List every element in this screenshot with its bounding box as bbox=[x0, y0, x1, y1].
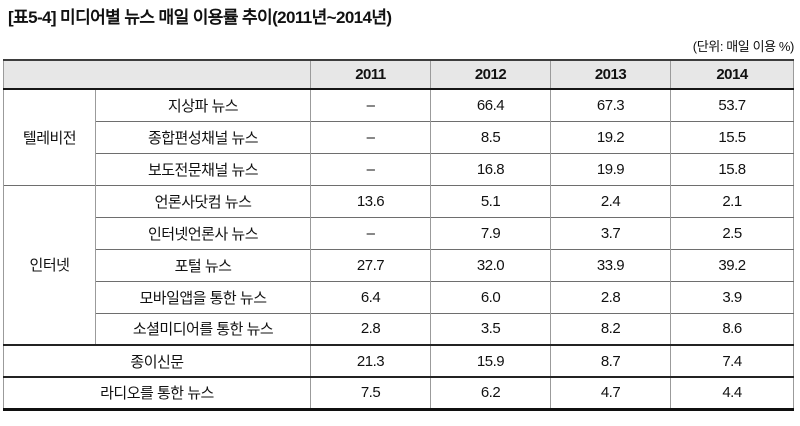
value-cell: 16.8 bbox=[430, 152, 551, 185]
value-cell: 6.2 bbox=[430, 376, 551, 409]
value-cell: 4.7 bbox=[550, 376, 671, 409]
header-row: 2011 2012 2013 2014 bbox=[3, 59, 794, 90]
row-label-cell: 종이신문 bbox=[3, 344, 311, 377]
value-cell: 6.0 bbox=[430, 280, 551, 313]
group-cell-television: 텔레비전 bbox=[3, 88, 96, 185]
value-cell: 19.9 bbox=[550, 152, 671, 185]
news-usage-table: 2011 2012 2013 2014 텔레비전 지상파 뉴스 – 66.4 6… bbox=[3, 59, 794, 411]
value-cell: 66.4 bbox=[430, 88, 551, 121]
year-header-2011: 2011 bbox=[310, 59, 431, 90]
value-cell: 8.6 bbox=[670, 312, 794, 345]
row-label-cell: 지상파 뉴스 bbox=[95, 88, 311, 121]
row-label-cell: 포털 뉴스 bbox=[95, 248, 311, 281]
row-label-cell: 언론사닷컴 뉴스 bbox=[95, 184, 311, 217]
value-cell: 2.1 bbox=[670, 184, 794, 217]
table-row: 텔레비전 지상파 뉴스 – 66.4 67.3 53.7 bbox=[3, 88, 794, 185]
table-row: 포털 뉴스 27.7 32.0 33.9 39.2 bbox=[4, 248, 794, 281]
row-label-cell: 종합편성채널 뉴스 bbox=[95, 120, 311, 153]
value-cell: 15.9 bbox=[430, 344, 551, 377]
value-cell: 19.2 bbox=[550, 120, 671, 153]
value-cell: 15.8 bbox=[670, 152, 794, 185]
value-cell: 67.3 bbox=[550, 88, 671, 121]
value-cell: 4.4 bbox=[670, 376, 794, 409]
value-cell: 3.7 bbox=[550, 216, 671, 249]
value-cell: 8.7 bbox=[550, 344, 671, 377]
value-cell: 8.5 bbox=[430, 120, 551, 153]
row-label-cell: 라디오를 통한 뉴스 bbox=[3, 376, 311, 409]
value-cell: – bbox=[310, 88, 431, 121]
table-row: 보도전문채널 뉴스 – 16.8 19.9 15.8 bbox=[4, 152, 794, 185]
value-cell: 27.7 bbox=[310, 248, 431, 281]
year-header-2012: 2012 bbox=[430, 59, 551, 90]
year-header-2013: 2013 bbox=[550, 59, 671, 90]
table-row: 소셜미디어를 통한 뉴스 2.8 3.5 8.2 8.6 bbox=[4, 312, 794, 345]
value-cell: 39.2 bbox=[670, 248, 794, 281]
value-cell: 3.9 bbox=[670, 280, 794, 313]
table-row: 라디오를 통한 뉴스 7.5 6.2 4.7 4.4 bbox=[3, 376, 794, 409]
value-cell: – bbox=[310, 216, 431, 249]
value-cell: – bbox=[310, 120, 431, 153]
table-row: 인터넷언론사 뉴스 – 7.9 3.7 2.5 bbox=[4, 216, 794, 249]
value-cell: 5.1 bbox=[430, 184, 551, 217]
value-cell: 2.5 bbox=[670, 216, 794, 249]
row-label-cell: 인터넷언론사 뉴스 bbox=[95, 216, 311, 249]
group-cell-internet: 인터넷 bbox=[3, 184, 96, 345]
value-cell: 33.9 bbox=[550, 248, 671, 281]
corner-cell bbox=[3, 59, 311, 90]
value-cell: 32.0 bbox=[430, 248, 551, 281]
table-row: 인터넷 언론사닷컴 뉴스 13.6 5.1 2.4 2.1 bbox=[3, 184, 794, 345]
value-cell: 53.7 bbox=[670, 88, 794, 121]
value-cell: – bbox=[310, 152, 431, 185]
row-label-cell: 보도전문채널 뉴스 bbox=[95, 152, 311, 185]
value-cell: 2.8 bbox=[310, 312, 431, 345]
value-cell: 6.4 bbox=[310, 280, 431, 313]
table-row: 모바일앱을 통한 뉴스 6.4 6.0 2.8 3.9 bbox=[4, 280, 794, 313]
table-row: 종이신문 21.3 15.9 8.7 7.4 bbox=[3, 344, 794, 377]
value-cell: 3.5 bbox=[430, 312, 551, 345]
row-label-cell: 모바일앱을 통한 뉴스 bbox=[95, 280, 311, 313]
value-cell: 7.9 bbox=[430, 216, 551, 249]
row-label-cell: 소셜미디어를 통한 뉴스 bbox=[95, 312, 311, 345]
value-cell: 8.2 bbox=[550, 312, 671, 345]
table-row: 종합편성채널 뉴스 – 8.5 19.2 15.5 bbox=[4, 120, 794, 153]
value-cell: 13.6 bbox=[310, 184, 431, 217]
page-title: [표5-4] 미디어별 뉴스 매일 이용률 추이(2011년~2014년) bbox=[8, 8, 392, 27]
value-cell: 7.5 bbox=[310, 376, 431, 409]
value-cell: 2.4 bbox=[550, 184, 671, 217]
unit-note: (단위: 매일 이용 %) bbox=[692, 39, 795, 54]
value-cell: 15.5 bbox=[670, 120, 794, 153]
value-cell: 21.3 bbox=[310, 344, 431, 377]
value-cell: 7.4 bbox=[670, 344, 794, 377]
value-cell: 2.8 bbox=[550, 280, 671, 313]
year-header-2014: 2014 bbox=[670, 59, 794, 90]
